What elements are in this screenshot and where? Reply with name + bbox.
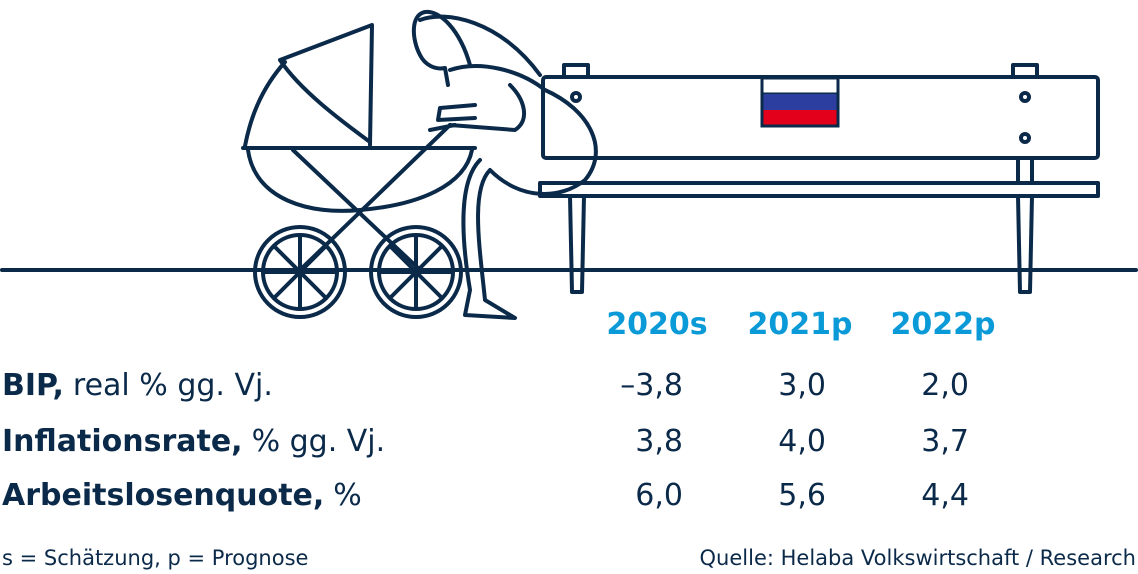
cell-value: 4,4 xyxy=(921,478,969,513)
cell-value: 3,0 xyxy=(778,368,826,403)
column-header: 2020s xyxy=(606,307,707,342)
column-header: 2022p xyxy=(891,307,996,342)
cell-value: 4,0 xyxy=(778,424,826,459)
row-label-bold: Arbeitslosenquote, xyxy=(2,478,324,513)
cell-value: 2,0 xyxy=(921,368,969,403)
cell-value: 6,0 xyxy=(635,478,683,513)
row-label-text: % xyxy=(333,478,362,513)
cell-value: 5,6 xyxy=(778,478,826,513)
row-label: BIP, real % gg. Vj. xyxy=(2,368,273,403)
footnote: s = Schätzung, p = Prognose xyxy=(2,546,308,570)
row-label-text: real % gg. Vj. xyxy=(73,368,273,403)
column-header: 2021p xyxy=(748,307,853,342)
flag xyxy=(760,76,840,128)
source: Quelle: Helaba Volkswirtschaft / Researc… xyxy=(700,546,1136,570)
cell-value: 3,7 xyxy=(921,424,969,459)
row-label: Arbeitslosenquote,% xyxy=(2,478,362,513)
row-label: Inflationsrate, % gg. Vj. xyxy=(2,424,385,459)
illustration xyxy=(0,9,1138,320)
cell-value: –3,8 xyxy=(620,368,683,403)
cell-value: 3,8 xyxy=(635,424,683,459)
row-label-bold: BIP, xyxy=(2,368,64,403)
row-label-bold: Inflationsrate, xyxy=(2,424,243,459)
row-label-text: % gg. Vj. xyxy=(252,424,386,459)
